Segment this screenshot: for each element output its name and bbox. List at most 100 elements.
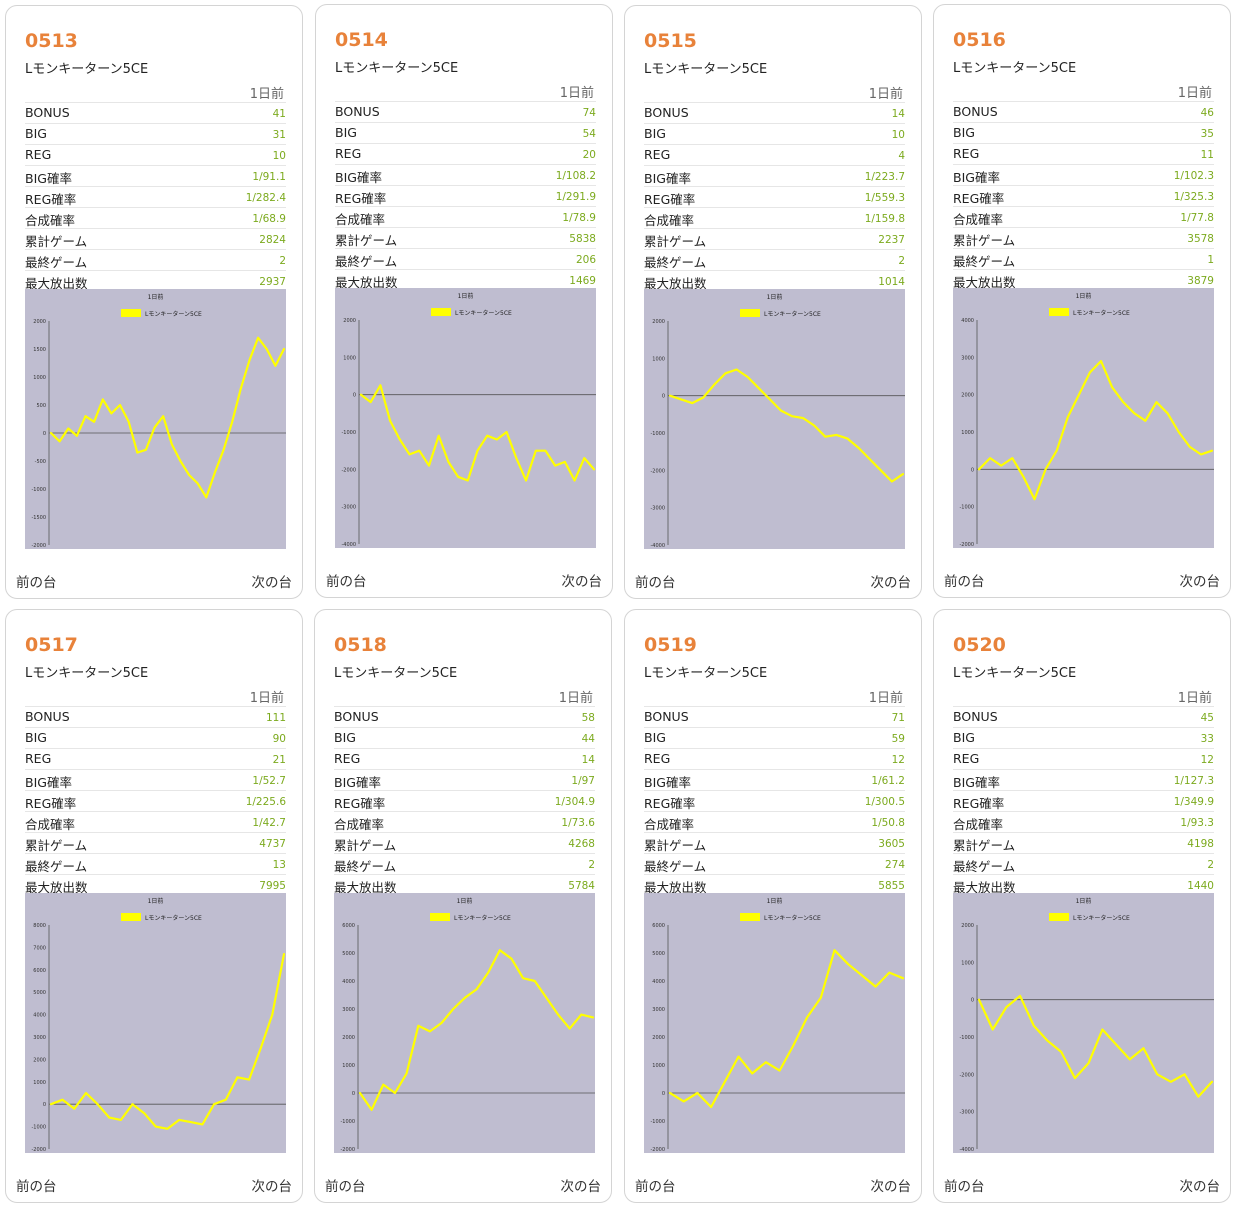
data-point [813,424,815,427]
stat-label: BIG確率 [335,170,382,185]
next-machine-link[interactable]: 次の台 [870,575,912,591]
stat-label: REG確率 [334,796,386,811]
stat-label: 最大放出数 [644,276,707,291]
stats-row: BIG確率 1/52.7 [25,769,286,790]
data-point [62,1099,64,1101]
machine-card[interactable]: 0517 Lモンキーターン5CE 1日前 BONUS 111 BIG 90 REG 21 BIG確… [5,609,303,1203]
prev-machine-link[interactable]: 前の台 [944,1179,985,1195]
stat-label: 最大放出数 [953,880,1016,895]
stats-row: 最終ゲーム 2 [334,853,595,874]
machine-card[interactable]: 0514 Lモンキーターン5CE 1日前 BONUS 74 BIG 54 REG 20 BIG確率… [315,4,613,598]
stats-row: BONUS 45 [953,706,1214,727]
y-tick-label: -2000 [959,1072,974,1078]
machine-card[interactable]: 0520 Lモンキーターン5CE 1日前 BONUS 45 BIG 33 REG 12 BIG確率… [933,609,1231,1203]
machine-number[interactable]: 0516 [953,29,1006,51]
stat-value: 1/223.7 [864,171,905,183]
stat-value: 21 [272,754,286,766]
prev-machine-link[interactable]: 前の台 [326,574,367,590]
next-machine-link[interactable]: 次の台 [251,1179,293,1195]
machine-card[interactable]: 0518 Lモンキーターン5CE 1日前 BONUS 58 BIG 44 REG 14 BIG確率… [314,609,612,1203]
prev-machine-link[interactable]: 前の台 [635,575,676,591]
next-machine-link[interactable]: 次の台 [560,1179,602,1195]
data-point [1211,450,1213,452]
next-machine-link[interactable]: 次の台 [1179,1179,1221,1195]
stat-value: 1/304.9 [554,796,595,808]
y-tick-label: -2000 [31,543,46,549]
machine-card[interactable]: 0515 Lモンキーターン5CE 1日前 BONUS 14 BIG 10 REG 4 BIG確率 1… [624,5,922,599]
data-point [669,1092,671,1094]
next-machine-link[interactable]: 次の台 [251,575,293,591]
data-point [223,449,225,451]
y-tick-label: 1000 [652,1063,665,1069]
machine-number[interactable]: 0514 [335,29,388,51]
stat-value: 1440 [1187,880,1214,892]
stat-value: 46 [1200,107,1214,119]
machine-number[interactable]: 0520 [953,634,1006,656]
machine-number[interactable]: 0517 [25,634,78,656]
data-point [978,468,980,470]
data-point [1178,431,1180,433]
stat-value: 2 [588,859,595,871]
data-point [399,438,401,441]
stats-row: REG確率 1/225.6 [25,790,286,811]
data-point [283,348,285,350]
y-tick-label: -1000 [340,1119,355,1125]
machine-number[interactable]: 0513 [25,30,78,52]
y-tick-label: 0 [662,394,665,400]
y-tick-label: -2000 [31,1147,46,1153]
data-point [792,1044,794,1046]
stat-label: BONUS [334,709,379,724]
machine-card[interactable]: 0513 Lモンキーターン5CE 1日前 BONUS 41 BIG 31 REG 10 BIG確率… [5,5,303,599]
prev-machine-link[interactable]: 前の台 [16,1179,57,1195]
machine-number[interactable]: 0515 [644,30,697,52]
prev-machine-link[interactable]: 前の台 [944,574,985,590]
data-point [779,1070,781,1072]
data-point [1142,1047,1145,1049]
series-line [977,360,1214,501]
data-point [240,387,242,389]
data-point [1078,394,1080,396]
machine-number[interactable]: 0519 [644,634,697,656]
data-point [791,415,793,417]
y-tick-label: 4000 [961,318,974,324]
stat-value: 12 [1200,754,1214,766]
data-point [888,972,890,974]
prev-machine-link[interactable]: 前の台 [16,575,57,591]
stat-value: 3578 [1187,233,1214,245]
y-tick-label: 2000 [33,319,46,325]
stats-row: 最終ゲーム 2 [953,853,1214,874]
plot-background [644,289,905,549]
plot-background [25,289,286,549]
data-point [713,383,715,386]
stat-label: 最終ゲーム [25,859,88,874]
data-point [1167,412,1169,414]
stat-label: BONUS [953,709,998,724]
next-machine-link[interactable]: 次の台 [1179,574,1221,590]
stats-row: BIG 10 [644,123,905,144]
prev-machine-link[interactable]: 前の台 [635,1179,676,1195]
machine-card[interactable]: 0516 Lモンキーターン5CE 1日前 BONUS 46 BIG 35 REG 11 BIG確率… [933,4,1231,598]
data-point [1089,371,1091,373]
machine-number[interactable]: 0518 [334,634,387,656]
data-point [50,432,52,434]
data-point [554,465,556,467]
stat-label: 累計ゲーム [25,234,88,249]
next-machine-link[interactable]: 次の台 [561,574,603,590]
plot-background [953,893,1214,1153]
stat-value: 12 [891,754,905,766]
stat-value: 13 [272,859,286,871]
data-point [1011,457,1013,459]
data-point [580,1014,582,1016]
legend-swatch [740,913,760,921]
machine-card[interactable]: 0519 Lモンキーターン5CE 1日前 BONUS 71 BIG 59 REG 12 BIG確率… [624,609,922,1203]
data-point [266,348,268,350]
legend-swatch [431,308,451,316]
chart-title: 1日前 [1076,292,1092,300]
y-tick-label: 1000 [961,430,974,436]
prev-machine-link[interactable]: 前の台 [325,1179,366,1195]
plot-background [334,893,595,1153]
data-point [506,431,508,433]
next-machine-link[interactable]: 次の台 [870,1179,912,1195]
stat-label: REG確率 [953,796,1005,811]
data-point [231,421,233,423]
